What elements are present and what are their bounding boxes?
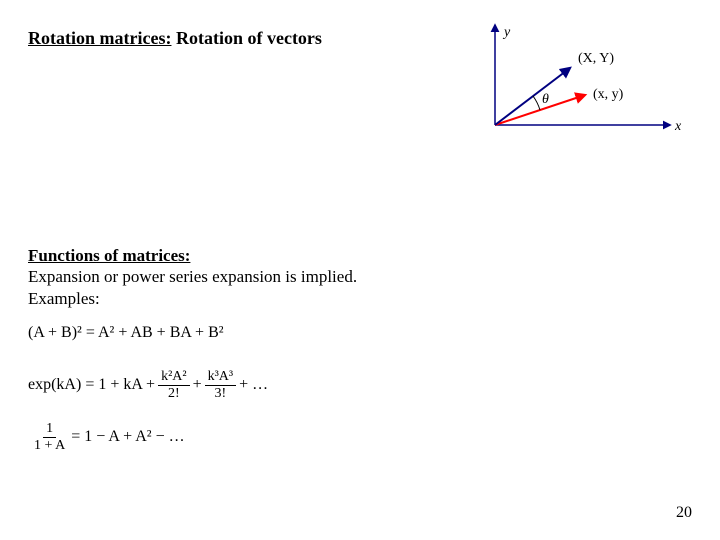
formula-1-text: (A + B)² = A² + AB + BA + B²: [28, 324, 224, 342]
point-upper-label: (X, Y): [578, 51, 614, 66]
formula-2-frac1: k²A² 2!: [158, 369, 190, 402]
formula-3-num: 1: [43, 421, 56, 438]
formula-2: exp(kA) = 1 + kA + k²A² 2! + k³A³ 3! + …: [28, 364, 428, 406]
y-axis-label: y: [502, 25, 511, 40]
formulas-block: (A + B)² = A² + AB + BA + B² exp(kA) = 1…: [28, 312, 428, 468]
formula-2-frac1-den: 2!: [165, 386, 183, 402]
vector-rotated: [495, 68, 570, 125]
formula-3: 1 1 + A = 1 − A + A² − …: [28, 416, 428, 458]
formula-2-frac1-num: k²A²: [158, 369, 190, 386]
formula-2-mid: +: [193, 376, 202, 394]
formula-2-post: + …: [239, 376, 268, 394]
formula-1: (A + B)² = A² + AB + BA + B²: [28, 312, 428, 354]
theta-label: θ: [542, 92, 549, 107]
heading1-underlined: Rotation matrices:: [28, 28, 171, 48]
formula-2-frac2-den: 3!: [212, 386, 230, 402]
heading1-rest: Rotation of vectors: [171, 28, 321, 48]
theta-arc: [533, 96, 540, 110]
formula-2-pre: exp(kA) = 1 + kA +: [28, 376, 155, 394]
formula-2-frac2-num: k³A³: [205, 369, 237, 386]
point-lower-label: (x, y): [593, 87, 624, 102]
formula-3-den: 1 + A: [31, 438, 68, 454]
formula-3-lhs: 1 1 + A: [31, 421, 68, 454]
heading2-line2: Expansion or power series expansion is i…: [28, 266, 357, 287]
functions-of-matrices-heading: Functions of matrices: Expansion or powe…: [28, 245, 357, 309]
rotation-matrices-heading: Rotation matrices: Rotation of vectors: [28, 28, 322, 49]
heading2-underlined: Functions of matrices:: [28, 246, 190, 265]
heading2-line3: Examples:: [28, 288, 357, 309]
formula-2-frac2: k³A³ 3!: [205, 369, 237, 402]
formula-3-rhs: = 1 − A + A² − …: [71, 428, 184, 446]
page-number: 20: [676, 504, 692, 522]
x-axis-label: x: [674, 119, 682, 134]
rotation-diagram: y x (X, Y) (x, y) θ: [460, 20, 690, 160]
